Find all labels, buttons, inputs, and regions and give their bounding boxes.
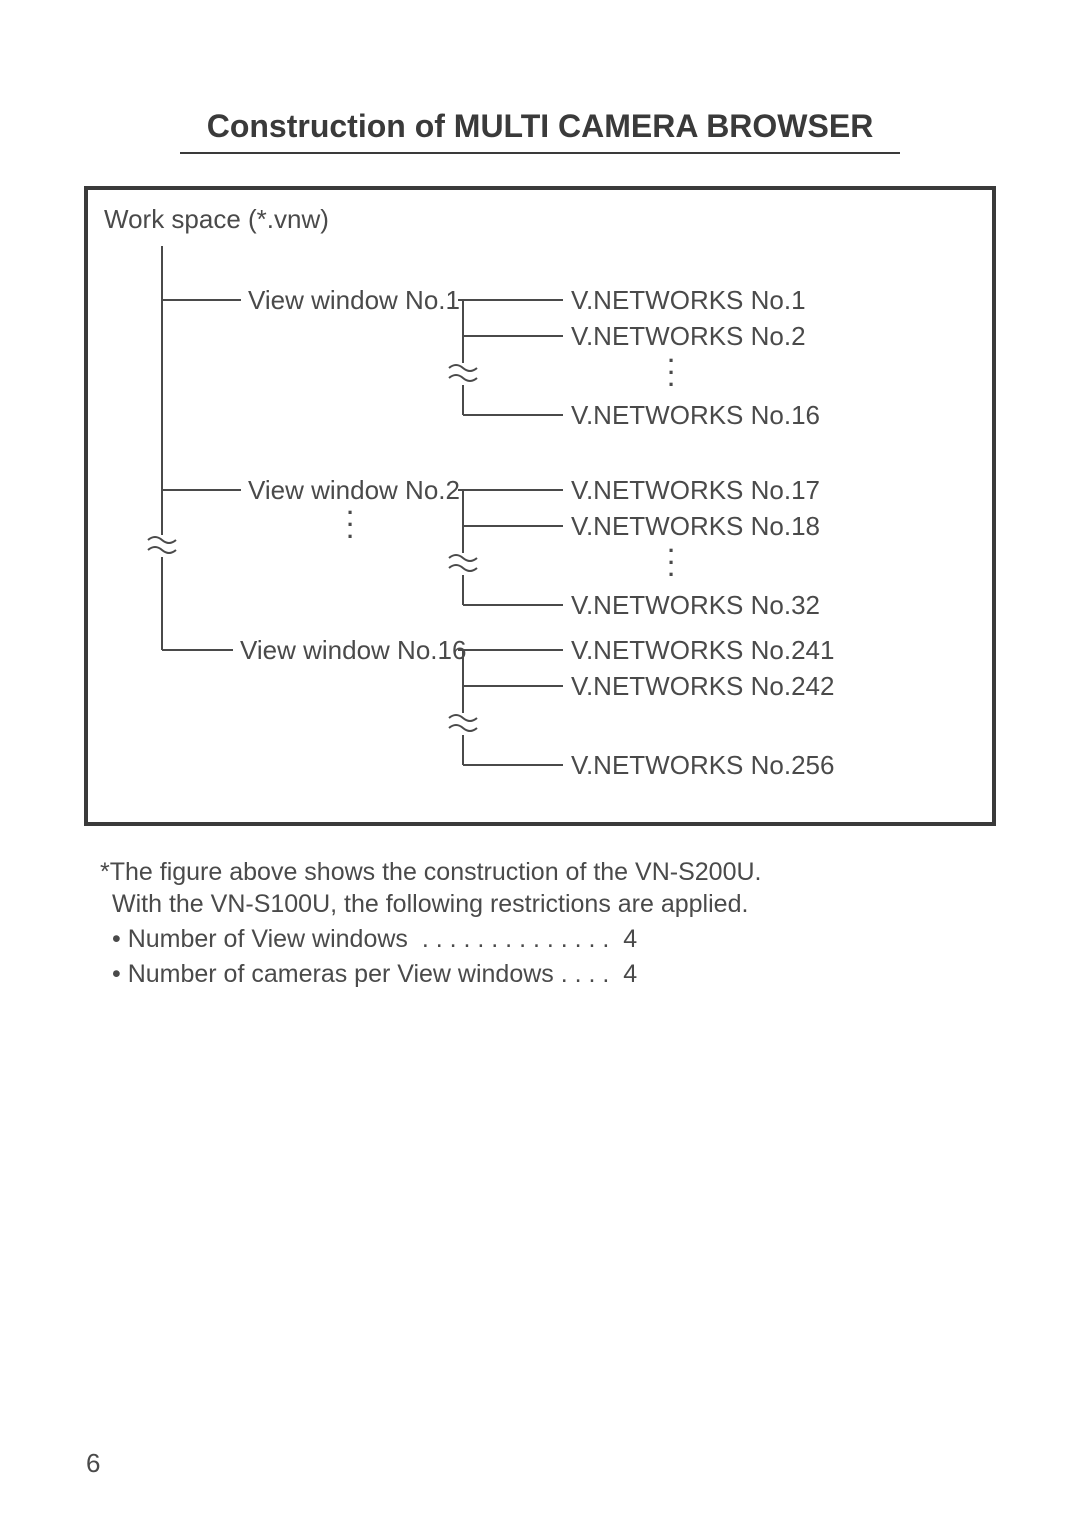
bullet1-value: 4 (623, 925, 637, 953)
subtrunk-1-break (449, 363, 477, 385)
title-underline (180, 152, 900, 154)
svg-text:·: · (668, 372, 675, 397)
svg-text:·: · (668, 562, 675, 587)
workspace-label: Work space (*.vnw) (104, 204, 329, 234)
bullet2-value: 4 (623, 960, 637, 988)
subtrunk-16-break (449, 713, 477, 735)
page-title: Construction of MULTI CAMERA BROWSER (0, 108, 1080, 145)
vw1-net16: V.NETWORKS No.16 (571, 400, 820, 430)
vw16-net241: V.NETWORKS No.241 (571, 635, 834, 665)
subtrunk-2-break (449, 553, 477, 575)
footnote-bullet2: • Number of cameras per View windows . .… (112, 960, 637, 989)
bullet2-label: • Number of cameras per View windows (112, 960, 554, 988)
bullet2-dots: . . . . (561, 960, 610, 988)
footnote-line1: *The figure above shows the construction… (100, 858, 761, 887)
tree-diagram: Work space (*.vnw) View window No.1 V.NE… (88, 190, 992, 822)
page-number: 6 (86, 1448, 100, 1479)
vw1-net1: V.NETWORKS No.1 (571, 285, 806, 315)
vw16-net256: V.NETWORKS No.256 (571, 750, 834, 780)
vw1-net2: V.NETWORKS No.2 (571, 321, 806, 351)
view-window-1-label: View window No.1 (248, 285, 460, 315)
footnote-bullet1: • Number of View windows . . . . . . . .… (112, 925, 637, 954)
vw16-net242: V.NETWORKS No.242 (571, 671, 834, 701)
main-trunk-break (148, 535, 176, 557)
bullet1-label: • Number of View windows (112, 925, 408, 953)
svg-text:·: · (347, 524, 354, 549)
vw2-net17: V.NETWORKS No.17 (571, 475, 820, 505)
vw2-net32: V.NETWORKS No.32 (571, 590, 820, 620)
bullet1-dots: . . . . . . . . . . . . . . (422, 925, 610, 953)
diagram-box: Work space (*.vnw) View window No.1 V.NE… (84, 186, 996, 826)
view-window-16-label: View window No.16 (240, 635, 466, 665)
footnote-line2: With the VN-S100U, the following restric… (112, 890, 748, 919)
vw2-net18: V.NETWORKS No.18 (571, 511, 820, 541)
